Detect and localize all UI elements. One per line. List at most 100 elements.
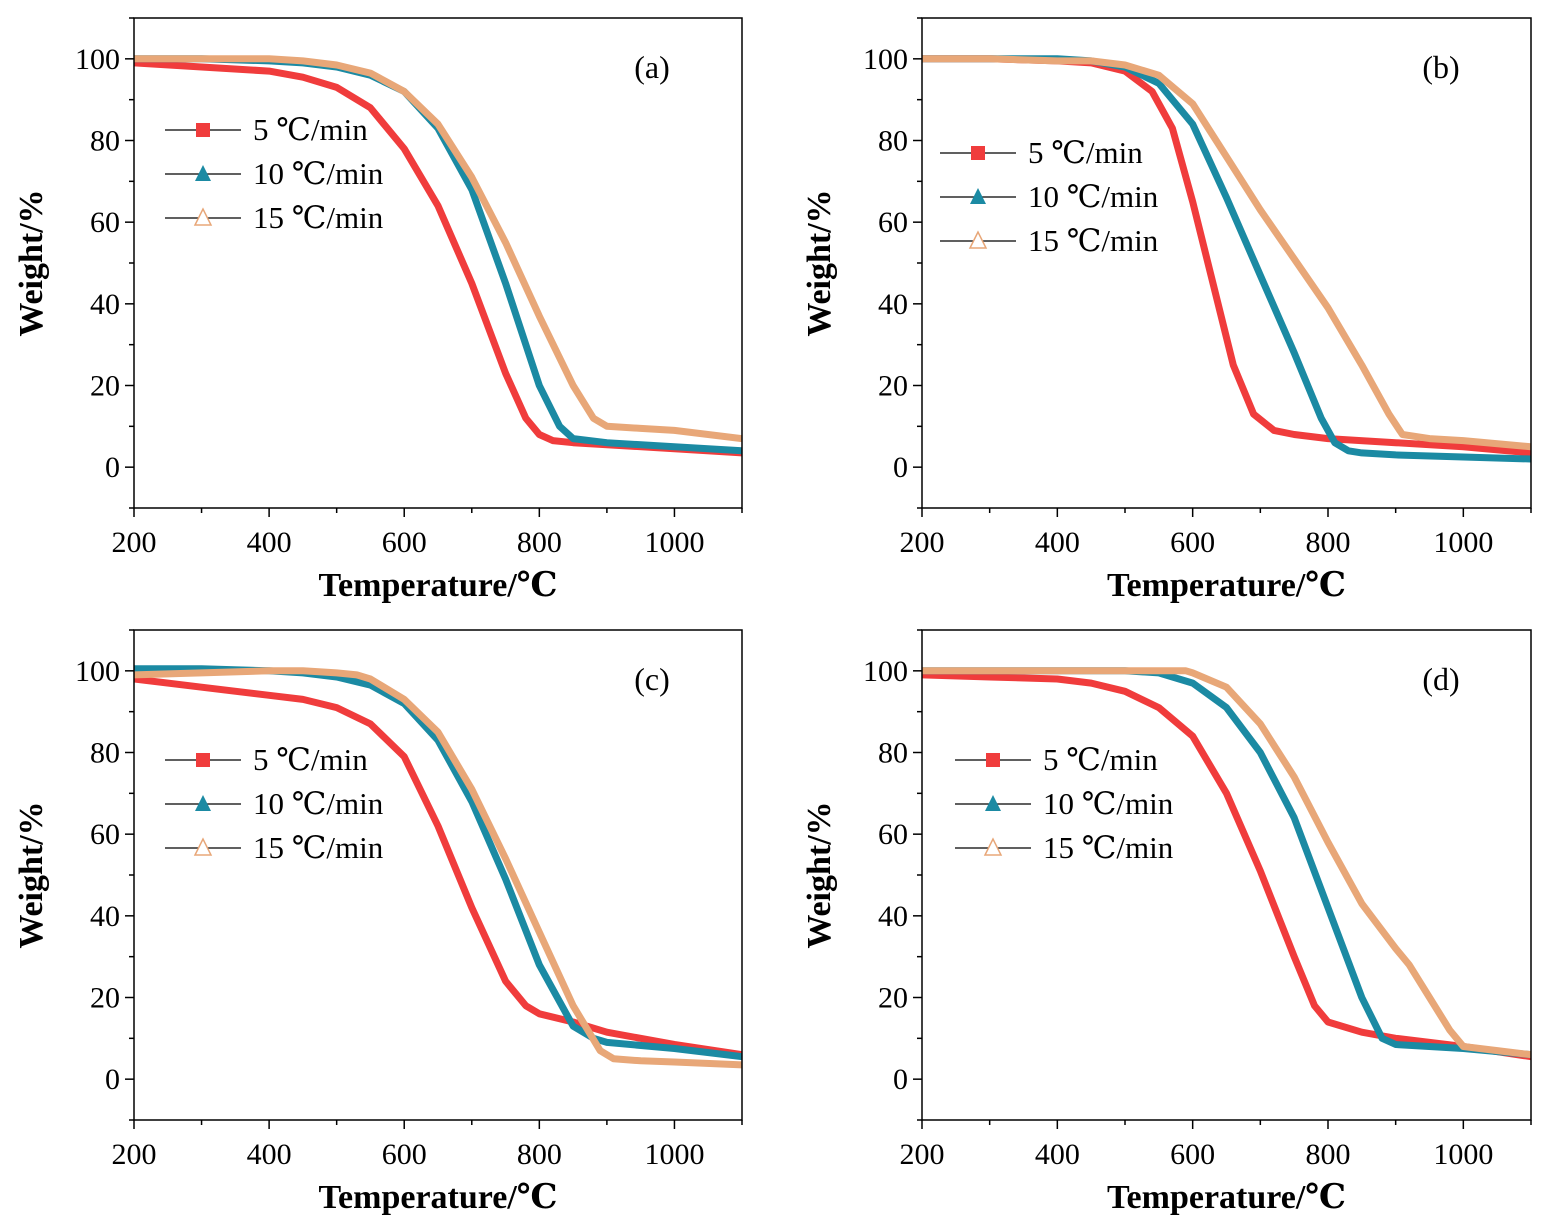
y-axis-title: Weight/% xyxy=(13,801,50,948)
y-tick-label: 80 xyxy=(878,125,908,158)
y-tick-label: 80 xyxy=(90,737,120,770)
x-tick-label: 600 xyxy=(382,526,427,559)
panel-label: (c) xyxy=(634,661,670,697)
x-axis-title: Temperature/℃ xyxy=(1107,567,1346,604)
legend-marker-triangle xyxy=(985,795,1001,811)
legend-marker-triangle xyxy=(195,165,211,181)
x-tick-label: 1000 xyxy=(644,526,704,559)
legend-marker-square xyxy=(196,123,210,137)
y-tick-label: 100 xyxy=(863,43,908,76)
series-line-2 xyxy=(922,667,1531,1059)
y-tick-label: 20 xyxy=(878,982,908,1015)
x-tick-label: 400 xyxy=(247,1138,292,1171)
legend-label: 10 ℃/min xyxy=(1028,179,1159,214)
y-tick-label: 40 xyxy=(90,900,120,933)
x-tick-label: 600 xyxy=(1170,1138,1215,1171)
legend-label: 10 ℃/min xyxy=(1043,786,1174,821)
y-axis-title: Weight/% xyxy=(801,189,838,336)
legend: 5 ℃/min 10 ℃/min 15 ℃/min xyxy=(940,135,1159,258)
x-tick-label: 200 xyxy=(900,526,945,559)
legend-label: 10 ℃/min xyxy=(253,156,384,191)
y-tick-label: 20 xyxy=(878,370,908,403)
y-tick-label: 80 xyxy=(90,125,120,158)
y-tick-label: 20 xyxy=(90,982,120,1015)
series-line-0 xyxy=(922,671,1531,1061)
legend: 5 ℃/min 10 ℃/min 15 ℃/min xyxy=(165,742,384,865)
series-line-0 xyxy=(922,55,1531,457)
x-tick-label: 200 xyxy=(112,526,157,559)
y-tick-label: 40 xyxy=(878,900,908,933)
series-line-2 xyxy=(134,55,742,443)
legend-label: 5 ℃/min xyxy=(253,742,368,777)
y-tick-label: 100 xyxy=(75,655,120,688)
y-tick-label: 60 xyxy=(90,818,120,851)
series-line-1 xyxy=(134,665,742,1061)
y-tick-label: 0 xyxy=(893,451,908,484)
panel-label: (b) xyxy=(1422,49,1459,85)
x-axis-title: Temperature/℃ xyxy=(318,567,557,604)
x-tick-label: 1000 xyxy=(1433,1138,1493,1171)
y-tick-label: 0 xyxy=(105,1063,120,1096)
y-tick-label: 80 xyxy=(878,737,908,770)
y-tick-label: 60 xyxy=(878,818,908,851)
series-line-1 xyxy=(922,55,1531,463)
panel-0: 200 400 600 800 1000 0 20 40 60 80 100 Temperature/… xyxy=(13,17,743,604)
x-tick-label: 600 xyxy=(1170,526,1215,559)
panel-1: 200 400 600 800 1000 0 20 40 60 80 100 Temperature/… xyxy=(801,17,1532,604)
legend-marker-triangle-open xyxy=(193,837,213,856)
x-tick-label: 800 xyxy=(1306,526,1351,559)
x-tick-label: 200 xyxy=(112,1138,157,1171)
y-axis-title: Weight/% xyxy=(13,189,50,336)
legend-label: 5 ℃/min xyxy=(1043,742,1158,777)
legend-marker-triangle-open xyxy=(968,230,988,249)
legend-marker-triangle xyxy=(195,795,211,811)
x-tick-label: 400 xyxy=(247,526,292,559)
legend-marker-triangle-open xyxy=(193,207,213,226)
series-line-2 xyxy=(922,55,1531,451)
x-axis-title: Temperature/℃ xyxy=(318,1179,557,1216)
legend-label: 15 ℃/min xyxy=(253,830,384,865)
x-tick-label: 800 xyxy=(1306,1138,1351,1171)
legend-label: 5 ℃/min xyxy=(1028,135,1143,170)
legend: 5 ℃/min 10 ℃/min 15 ℃/min xyxy=(955,742,1174,865)
series-line-2 xyxy=(134,667,742,1069)
y-axis-title: Weight/% xyxy=(801,801,838,948)
legend: 5 ℃/min 10 ℃/min 15 ℃/min xyxy=(165,112,384,235)
x-tick-label: 200 xyxy=(900,1138,945,1171)
legend-marker-triangle xyxy=(970,188,986,204)
panel-3: 200 400 600 800 1000 0 20 40 60 80 100 Temperature/… xyxy=(801,629,1532,1216)
x-tick-label: 400 xyxy=(1035,1138,1080,1171)
legend-label: 15 ℃/min xyxy=(1028,223,1159,258)
legend-marker-square xyxy=(971,146,985,160)
y-tick-label: 40 xyxy=(878,288,908,321)
y-tick-label: 60 xyxy=(878,206,908,239)
y-tick-label: 40 xyxy=(90,288,120,321)
y-tick-label: 20 xyxy=(90,370,120,403)
series-line-1 xyxy=(922,667,1531,1059)
plot-frame xyxy=(133,17,743,509)
panel-2: 200 400 600 800 1000 0 20 40 60 80 100 Temperature/… xyxy=(13,629,743,1216)
plot-frame xyxy=(921,17,1532,509)
x-tick-label: 1000 xyxy=(1433,526,1493,559)
x-tick-label: 400 xyxy=(1035,526,1080,559)
x-tick-label: 600 xyxy=(382,1138,427,1171)
x-tick-label: 1000 xyxy=(644,1138,704,1171)
legend-label: 15 ℃/min xyxy=(253,200,384,235)
legend-label: 5 ℃/min xyxy=(253,112,368,147)
y-tick-label: 0 xyxy=(105,451,120,484)
legend-marker-square xyxy=(986,753,1000,767)
y-tick-label: 100 xyxy=(75,43,120,76)
y-tick-label: 0 xyxy=(893,1063,908,1096)
x-axis-title: Temperature/℃ xyxy=(1107,1179,1346,1216)
panel-label: (a) xyxy=(634,49,670,85)
legend-marker-square xyxy=(196,753,210,767)
legend-marker-triangle-open xyxy=(983,837,1003,856)
series-line-1 xyxy=(134,55,742,455)
y-tick-label: 60 xyxy=(90,206,120,239)
legend-label: 15 ℃/min xyxy=(1043,830,1174,865)
x-tick-label: 800 xyxy=(517,1138,562,1171)
x-tick-label: 800 xyxy=(517,526,562,559)
panel-label: (d) xyxy=(1422,661,1459,697)
y-tick-label: 100 xyxy=(863,655,908,688)
